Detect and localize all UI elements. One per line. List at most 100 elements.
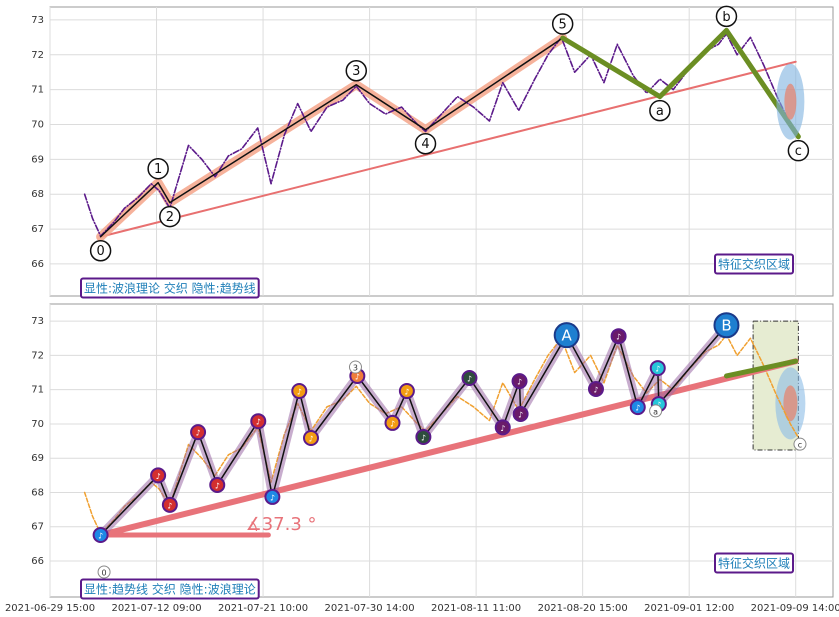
green-segment xyxy=(723,358,799,379)
pivot-marker xyxy=(264,488,281,505)
wave-label-circle xyxy=(89,239,112,262)
wave-label-circle xyxy=(551,13,574,35)
wave-correction xyxy=(560,27,801,140)
wave-label-circle xyxy=(159,205,181,228)
wave-label: c xyxy=(795,144,802,159)
small-label: a xyxy=(653,407,658,416)
wave-label-circle xyxy=(147,157,169,180)
pivot-symbol: ♪ xyxy=(270,493,275,502)
annotation-box xyxy=(80,277,260,299)
x-tick-label: 2021-08-20 15:00 xyxy=(538,603,628,614)
x-tick-label: 2021-06-29 15:00 xyxy=(5,603,95,614)
pivot-marker xyxy=(512,406,529,423)
wave-label: 1 xyxy=(154,162,162,177)
pivot-symbol: ♪ xyxy=(655,365,660,374)
pivot-marker xyxy=(398,383,415,400)
pivot-symbol: ♪ xyxy=(467,375,472,384)
pivot-symbol: ♪ xyxy=(297,388,302,397)
pivot-symbol: ♪ xyxy=(156,472,161,481)
pivot-marker xyxy=(649,360,666,377)
pivot-symbol: ♪ xyxy=(196,429,201,438)
y-tick-label: 67 xyxy=(31,522,44,533)
pivot-marker xyxy=(209,476,226,493)
pivot-symbol: ♪ xyxy=(390,419,395,428)
wave-label: 2 xyxy=(166,210,174,225)
x-tick-label: 2021-08-11 11:00 xyxy=(431,603,521,614)
pivot-symbol: ♪ xyxy=(404,388,409,397)
pivot-symbol: ♪ xyxy=(517,378,522,387)
y-tick-label: 66 xyxy=(31,259,44,270)
pivot-marker xyxy=(629,399,646,416)
pivot-symbol: ♪ xyxy=(167,501,172,510)
pivot-label: B xyxy=(721,317,731,335)
pivot-major xyxy=(713,312,740,339)
pivot-marker xyxy=(461,370,478,387)
annotation-box xyxy=(714,552,795,574)
pivot-symbol: ♪ xyxy=(256,418,261,427)
wave-label-circle xyxy=(649,99,671,122)
pivot-symbol: ♪ xyxy=(421,433,426,442)
x-tick-label: 2021-09-01 12:00 xyxy=(644,603,734,614)
annotation: 特征交织区域 xyxy=(718,257,790,272)
wave-label: 5 xyxy=(559,18,567,33)
annotation: 显性:波浪理论 交织 隐性:趋势线 xyxy=(84,281,256,296)
y-tick-label: 72 xyxy=(31,50,44,61)
pivot-symbol: ♪ xyxy=(635,404,640,413)
y-tick-label: 73 xyxy=(31,316,44,327)
pivot-symbol: ♪ xyxy=(355,372,360,381)
y-tick-label: 71 xyxy=(31,85,44,96)
small-label-circle xyxy=(348,360,362,374)
angle-label: ∡37.3 ° xyxy=(246,514,317,535)
pivot-symbol: ♪ xyxy=(308,434,313,443)
x-tick-label: 2021-07-21 10:00 xyxy=(218,603,308,614)
pivot-major xyxy=(553,322,580,349)
wave-label-circle xyxy=(345,59,368,82)
x-tick-label: 2021-09-09 14:00 xyxy=(751,603,839,614)
small-label: c xyxy=(798,441,802,450)
y-tick-label: 69 xyxy=(31,154,44,165)
pivot-marker xyxy=(610,328,627,345)
pivot-marker xyxy=(161,496,178,513)
pivot-marker xyxy=(587,380,604,397)
pivot-marker xyxy=(92,526,109,543)
plot-layer xyxy=(83,320,806,539)
trendline xyxy=(97,358,799,538)
x-tick-label: 2021-07-30 14:00 xyxy=(325,603,415,614)
pivot-marker xyxy=(303,429,319,446)
wave-label: b xyxy=(722,10,730,25)
zigzag-line xyxy=(99,324,728,536)
pivot-marker xyxy=(415,428,432,445)
wave-line xyxy=(99,37,564,238)
y-tick-label: 71 xyxy=(31,385,44,396)
wave-label-circle xyxy=(414,132,437,155)
wave-label: 3 xyxy=(352,64,360,79)
pivot-symbol: ♪ xyxy=(215,481,220,490)
y-tick-label: 67 xyxy=(31,224,44,235)
pivot-symbol: ♪ xyxy=(500,424,505,433)
pivot-symbol: ♪ xyxy=(656,401,661,410)
pivot-marker xyxy=(250,413,267,430)
trendline xyxy=(99,60,797,238)
pivot-marker xyxy=(384,414,401,431)
small-label: 3 xyxy=(353,364,358,373)
wave-label-circle xyxy=(715,5,738,28)
small-label-circle xyxy=(793,437,807,451)
pivot-marker xyxy=(494,419,511,436)
pivot-marker xyxy=(190,424,207,441)
y-tick-label: 70 xyxy=(31,419,44,430)
small-label-circle xyxy=(649,404,663,418)
y-tick-label: 68 xyxy=(31,487,44,498)
pivot-symbol: ♪ xyxy=(593,385,598,394)
wave-label-circle xyxy=(787,139,810,162)
y-tick-label: 68 xyxy=(31,189,44,200)
pivot-marker xyxy=(291,383,308,400)
annotation: 显性:趋势线 交织 隐性:波浪理论 xyxy=(84,582,256,597)
annotation-box xyxy=(714,253,795,275)
small-label: 0 xyxy=(102,568,107,577)
y-tick-label: 66 xyxy=(31,556,44,567)
y-tick-label: 72 xyxy=(31,350,44,361)
feature-core xyxy=(783,385,798,422)
wave-label: a xyxy=(656,104,664,119)
pivot-symbol: ♪ xyxy=(518,411,523,420)
